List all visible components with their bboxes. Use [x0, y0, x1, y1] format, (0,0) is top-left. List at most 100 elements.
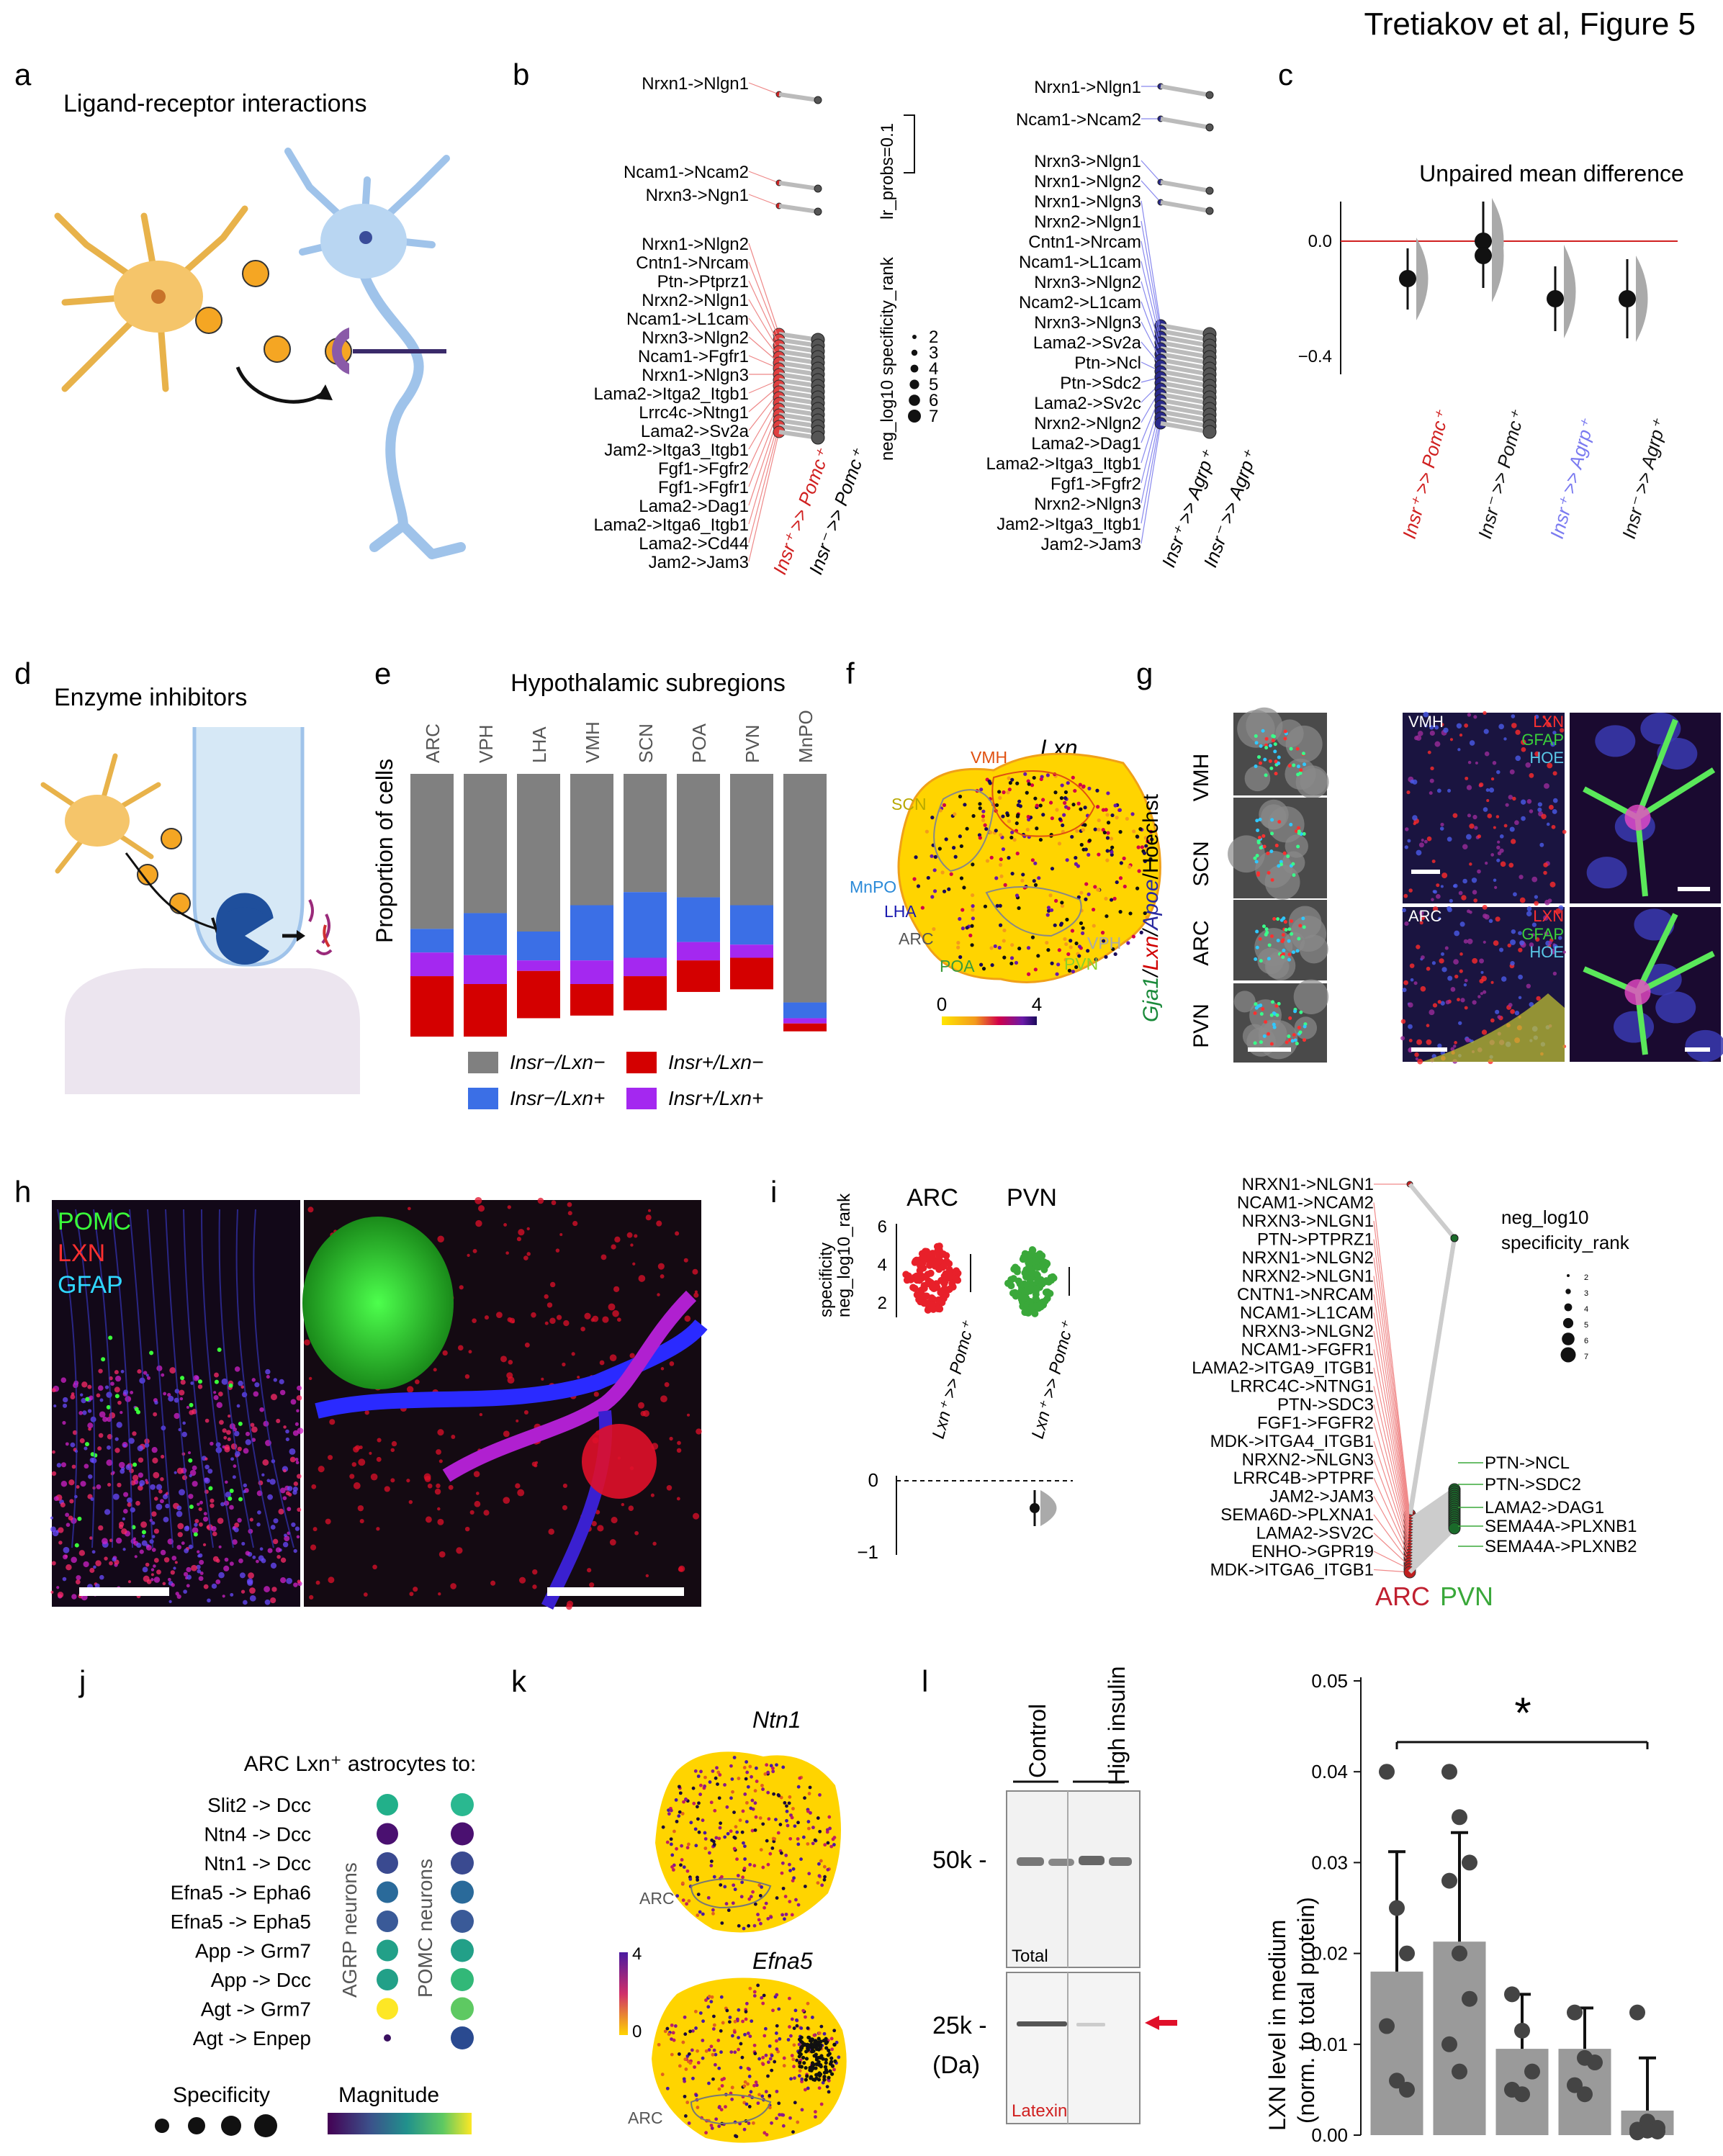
umap-point [999, 857, 1003, 862]
umap-point [1076, 864, 1080, 868]
i-pvn-point [1039, 1258, 1047, 1266]
g-puncta [1258, 937, 1262, 941]
g-tissue-dot [1536, 996, 1541, 1001]
umap-point [1091, 907, 1096, 912]
g-tissue-dot [1518, 931, 1522, 936]
h-signal [210, 1441, 214, 1446]
k-umap-point [734, 2134, 739, 2139]
b-agrp-pair [1160, 358, 1210, 371]
g-tissue-dot [1416, 849, 1422, 856]
i-arc-label: ENHO->GPR19 [1251, 1542, 1374, 1561]
h-signal [176, 1510, 183, 1517]
g-tissue-dot [1483, 729, 1489, 734]
k-umap-point [781, 2113, 786, 2117]
g-tissue-dot [1432, 1003, 1438, 1008]
g-puncta [1281, 952, 1285, 956]
h-signal [90, 1497, 94, 1502]
k-arc-label-1: ARC [639, 1889, 675, 1908]
umap-point [970, 924, 974, 928]
h-signal [150, 1568, 155, 1571]
g-nucleus [1268, 806, 1305, 843]
g-tissue-dot [1511, 714, 1516, 718]
l-point [1452, 1945, 1467, 1962]
g-tissue-dot [1447, 836, 1452, 842]
l-point [1629, 2004, 1645, 2021]
g-tissue-dot [1459, 969, 1463, 973]
umap-point [1128, 911, 1133, 916]
h-signal [87, 1384, 92, 1389]
h-lxn-puncta [613, 1286, 620, 1293]
h-lxn-puncta [694, 1290, 698, 1294]
k-umap-point [752, 1990, 757, 1994]
h-signal [176, 1467, 184, 1474]
h-signal [202, 1543, 207, 1547]
k-umap-point [720, 1921, 724, 1925]
umap-point [1084, 897, 1088, 901]
k-umap-point [670, 2023, 674, 2027]
k-umap-point [723, 1783, 726, 1787]
i-arc-link [1373, 1276, 1411, 1527]
umap-point [1027, 972, 1031, 976]
k-colorbar-min: 0 [632, 2022, 642, 2042]
h-signal [167, 1393, 171, 1397]
e-bar-segment [464, 984, 507, 1037]
h-signal [118, 1521, 125, 1528]
g-tissue-dot [1562, 950, 1566, 954]
k-umap-point [719, 1821, 723, 1826]
h-signal [297, 1507, 302, 1512]
b-agrp-pair [1160, 323, 1210, 336]
g-tissue-dot [1493, 940, 1499, 946]
b-agrp-pair [1160, 421, 1210, 434]
g-tissue-dot [1437, 916, 1441, 921]
h-signal [97, 1385, 104, 1391]
h-lxn-puncta [415, 1379, 420, 1384]
i-ytick: 4 [878, 1255, 887, 1275]
h-signal [204, 1418, 210, 1423]
h-signal [225, 1480, 228, 1484]
k-umap-point [719, 1883, 723, 1887]
i-arc-label: JAM2->JAM3 [1269, 1487, 1374, 1507]
h-signal [117, 1400, 122, 1405]
b-agrp-pair [1160, 84, 1210, 97]
h-lxn-puncta [597, 1525, 604, 1532]
h-signal [182, 1421, 186, 1425]
h-lxn-puncta [490, 1580, 496, 1586]
k-umap-point [766, 2074, 770, 2078]
j-magnitude-label: Magnitude [338, 2083, 439, 2107]
h-signal [270, 1525, 276, 1530]
i-pvn-point [1012, 1263, 1020, 1271]
k-umap-point [808, 2065, 812, 2070]
i-arc-point [945, 1266, 953, 1273]
k-umap-point [781, 1765, 786, 1769]
g-tissue-dot [1521, 799, 1526, 805]
g-puncta [1270, 818, 1274, 822]
g-tissue-dot [1546, 822, 1550, 826]
h-lxn-puncta [475, 1492, 480, 1495]
k-umap-point [675, 1894, 680, 1898]
h-signal [224, 1557, 229, 1562]
g-tissue-dot [1473, 715, 1477, 719]
k-umap-point [814, 2066, 818, 2070]
h-signal [151, 1521, 156, 1525]
h-signal [279, 1487, 286, 1494]
k-umap-point [685, 1902, 689, 1906]
k-umap-point [729, 1829, 733, 1833]
postsynaptic-region [65, 968, 360, 1094]
g-tissue-dot [1555, 908, 1562, 914]
h-lxn-puncta [544, 1294, 549, 1299]
g-tissue-dot [1499, 834, 1504, 839]
b-pomc-pair [778, 204, 819, 214]
k-umap-point [685, 2101, 690, 2104]
b-agrp-link [1141, 200, 1161, 326]
h-signal [71, 1556, 77, 1564]
h-signal [89, 1395, 94, 1401]
umap-point [1015, 821, 1019, 826]
umap-point [942, 803, 947, 807]
h-signal [175, 1592, 179, 1596]
g-puncta [1289, 823, 1293, 827]
k-umap-point [727, 2020, 732, 2024]
g-puncta [1263, 757, 1267, 762]
panel-g-channels: Gja1/Lxn/Apoe/Hoechst [1139, 793, 1163, 1022]
k-umap-point [681, 1898, 685, 1903]
k-umap-point [761, 2062, 765, 2066]
